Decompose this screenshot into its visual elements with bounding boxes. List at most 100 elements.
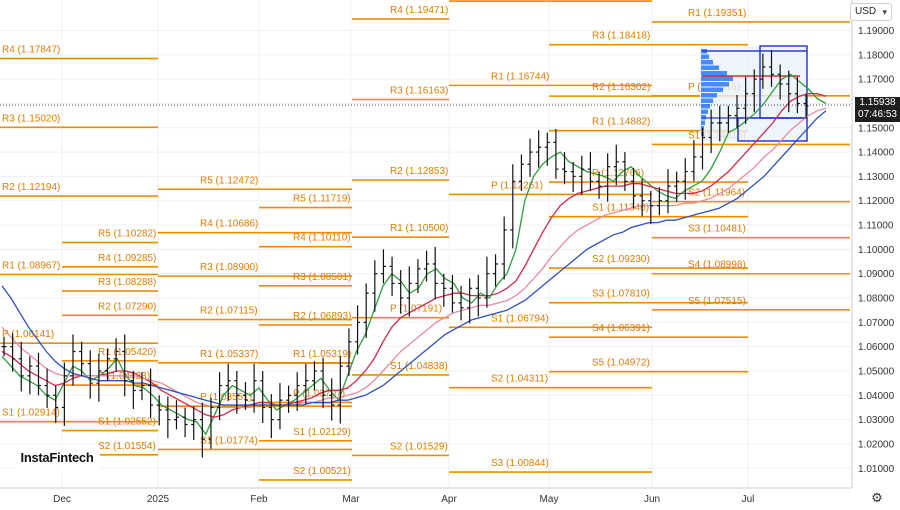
- pivot-label: P (1.12766): [592, 168, 644, 179]
- ohlc-bar: [10, 333, 16, 372]
- ohlc-bar: [493, 254, 499, 287]
- pivot-label: S2 (1.01529): [390, 441, 448, 452]
- ohlc-bar: [441, 273, 447, 307]
- pivot-label: S2 (1.11964): [688, 188, 745, 199]
- ohlc-bar: [682, 158, 688, 200]
- pivot-label: S5 (1.07515): [688, 296, 746, 307]
- x-tick-label: Mar: [342, 494, 360, 505]
- pivot-label: R2 (1.12194): [2, 182, 60, 193]
- volume-profile-bar: [701, 54, 709, 59]
- pivot-label: S1 (1.04838): [390, 361, 448, 372]
- volume-profile-bar: [701, 87, 723, 92]
- ohlc-bar: [130, 370, 136, 409]
- volume-profile-bar: [701, 93, 717, 98]
- pivot-label: R2 (1.07115): [200, 306, 258, 317]
- currency-selector[interactable]: USD ▾: [850, 3, 892, 21]
- ohlc-bar: [251, 363, 257, 413]
- pivot-label: R3 (1.08900): [200, 262, 258, 273]
- ohlc-bar: [148, 368, 154, 418]
- pivot-label: S1 (1.02552): [98, 417, 156, 428]
- ohlc-bar: [208, 397, 214, 449]
- pivot-label: S2 (1.04311): [491, 374, 548, 385]
- y-tick-label: 1.17000: [858, 75, 895, 86]
- ohlc-bar: [734, 94, 740, 129]
- ohlc-bar: [27, 356, 33, 395]
- y-tick-label: 1.06000: [858, 342, 895, 353]
- pivot-label: S1 (1.02914): [2, 408, 60, 419]
- ohlc-bar: [165, 396, 171, 439]
- ohlc-bar: [665, 169, 671, 214]
- ohlc-bar: [182, 407, 188, 438]
- current-price-tag: 1.15938 07:46:53: [855, 97, 900, 122]
- pivot-label: P (1.06141): [2, 329, 54, 340]
- ohlc-bar: [225, 363, 231, 402]
- y-tick-label: 1.13000: [858, 172, 895, 183]
- pivot-label: S3 (1.00844): [491, 458, 549, 469]
- y-tick-label: 1.03000: [858, 415, 895, 426]
- ohlc-bar: [398, 270, 404, 314]
- x-tick-label: Jun: [644, 494, 660, 505]
- pivot-label: S1 (1.02129): [293, 427, 351, 438]
- pivot-label: R2 (1.12853): [390, 166, 448, 177]
- ohlc-bar: [380, 249, 386, 284]
- x-tick-label: Jul: [742, 494, 755, 505]
- ohlc-bar: [656, 187, 662, 216]
- ohlc-bar: [743, 76, 749, 124]
- pivot-label: R3 (1.16163): [390, 85, 448, 96]
- y-tick-label: 1.14000: [858, 148, 895, 159]
- ohlc-bar: [234, 370, 240, 414]
- ohlc-bar: [424, 250, 430, 282]
- pivot-label: R4 (1.10110): [293, 233, 351, 244]
- moving-average-line: [1, 73, 827, 436]
- pivot-label: S2 (1.09230): [592, 254, 650, 265]
- y-tick-label: 1.15000: [858, 123, 895, 134]
- ohlc-bar: [122, 334, 128, 397]
- pivot-label: R1 (1.05420): [98, 347, 156, 358]
- pivot-label: S2 (1.01554): [98, 441, 156, 452]
- ohlc-bar: [691, 139, 697, 182]
- pivot-label: R3 (1.08288): [98, 277, 156, 288]
- pivot-label: R1 (1.05337): [200, 349, 258, 360]
- ohlc-bar: [518, 154, 524, 192]
- pivot-label: R1 (1.19351): [688, 8, 746, 19]
- volume-profile-bar: [701, 109, 708, 114]
- ohlc-bar: [87, 350, 93, 399]
- ohlc-bar: [311, 361, 317, 391]
- pivot-label: R5 (1.11719): [293, 194, 351, 205]
- pivot-label: R4 (1.19471): [390, 5, 448, 16]
- ohlc-bar: [587, 152, 593, 192]
- pivot-label: P (1.04423): [98, 371, 150, 382]
- price-axis[interactable]: 1.190001.180001.170001.160001.150001.140…: [858, 26, 895, 475]
- gear-icon[interactable]: ⚙: [871, 490, 883, 505]
- ohlc-bar: [191, 406, 197, 441]
- pivot-label: R3 (1.18418): [592, 31, 650, 42]
- ohlc-bar: [458, 285, 464, 321]
- ohlc-bar: [467, 278, 473, 324]
- current-price-value: 1.15938: [859, 97, 896, 108]
- pivot-label: R2 (1.07290): [98, 301, 156, 312]
- ohlc-bar: [346, 328, 352, 376]
- ohlc-bar: [294, 372, 300, 411]
- pivot-label: R2 (1.06893): [293, 311, 351, 322]
- pivot-label: S3 (1.07810): [592, 289, 650, 300]
- ohlc-bar: [35, 352, 41, 396]
- brand-logo: InstaFintech: [14, 446, 100, 470]
- y-tick-label: 1.09000: [858, 269, 895, 280]
- ohlc-bar: [372, 260, 378, 312]
- y-tick-label: 1.12000: [858, 196, 895, 207]
- ohlc-bar: [475, 274, 481, 317]
- ohlc-bar: [432, 246, 438, 299]
- ohlc-bar: [717, 105, 723, 142]
- moving-average-line: [1, 93, 827, 418]
- volume-profile-bar: [701, 65, 719, 70]
- ohlc-bar: [217, 372, 223, 421]
- ohlc-bar: [803, 93, 809, 119]
- pivot-label: S3 (1.10481): [688, 224, 746, 235]
- ohlc-bar: [104, 349, 110, 381]
- ohlc-bar: [596, 171, 602, 199]
- ohlc-bar: [777, 64, 783, 100]
- time-axis[interactable]: Dec 2025 Feb Mar Apr May Jun Jul: [53, 494, 754, 505]
- x-tick-label: May: [540, 494, 559, 505]
- pivot-label: P (1.03551): [200, 392, 252, 403]
